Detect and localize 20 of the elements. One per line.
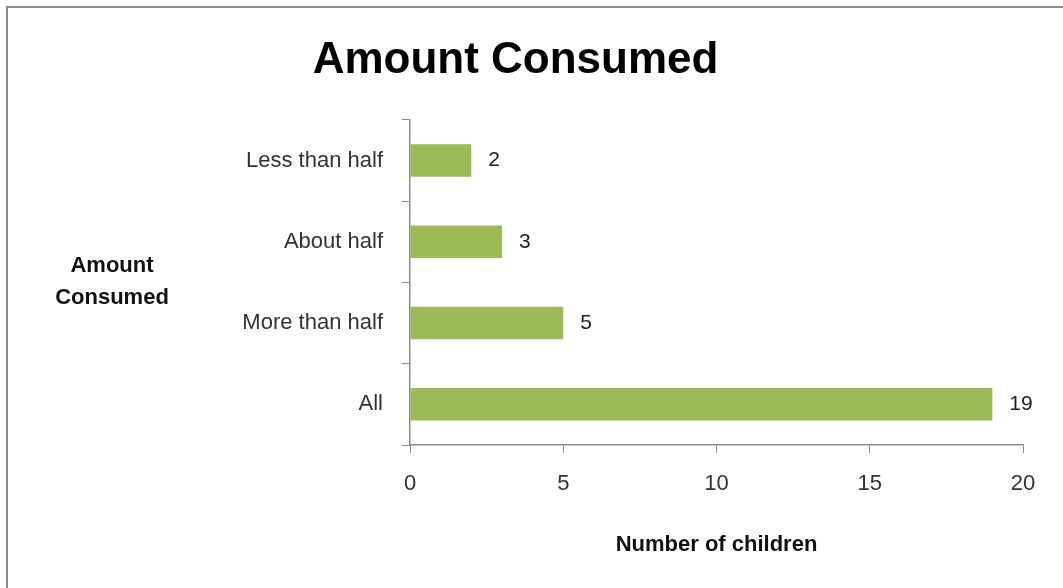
data-label: 2 [488,147,500,171]
data-label: 19 [1009,391,1033,415]
chart-title: Amount Consumed [312,32,719,82]
data-label: 5 [580,309,592,333]
y-tick-label: More than half [242,309,384,335]
x-tick-label: 15 [857,470,882,496]
bar [410,388,993,421]
x-tick-label: 5 [557,470,570,496]
x-axis-title: Number of children [615,530,818,556]
y-axis-title: Amount Consumed [55,252,169,310]
bar [410,225,502,259]
y-tick-label: Less than half [246,146,384,172]
y-tick-label: All [358,390,383,416]
x-tick-label: 0 [403,470,417,496]
x-tick-label: 10 [704,470,729,496]
x-tick-label: 20 [1010,470,1036,496]
bar [410,306,564,340]
bar [410,144,472,177]
y-tick-label: About half [283,227,384,253]
data-label: 3 [518,228,531,252]
